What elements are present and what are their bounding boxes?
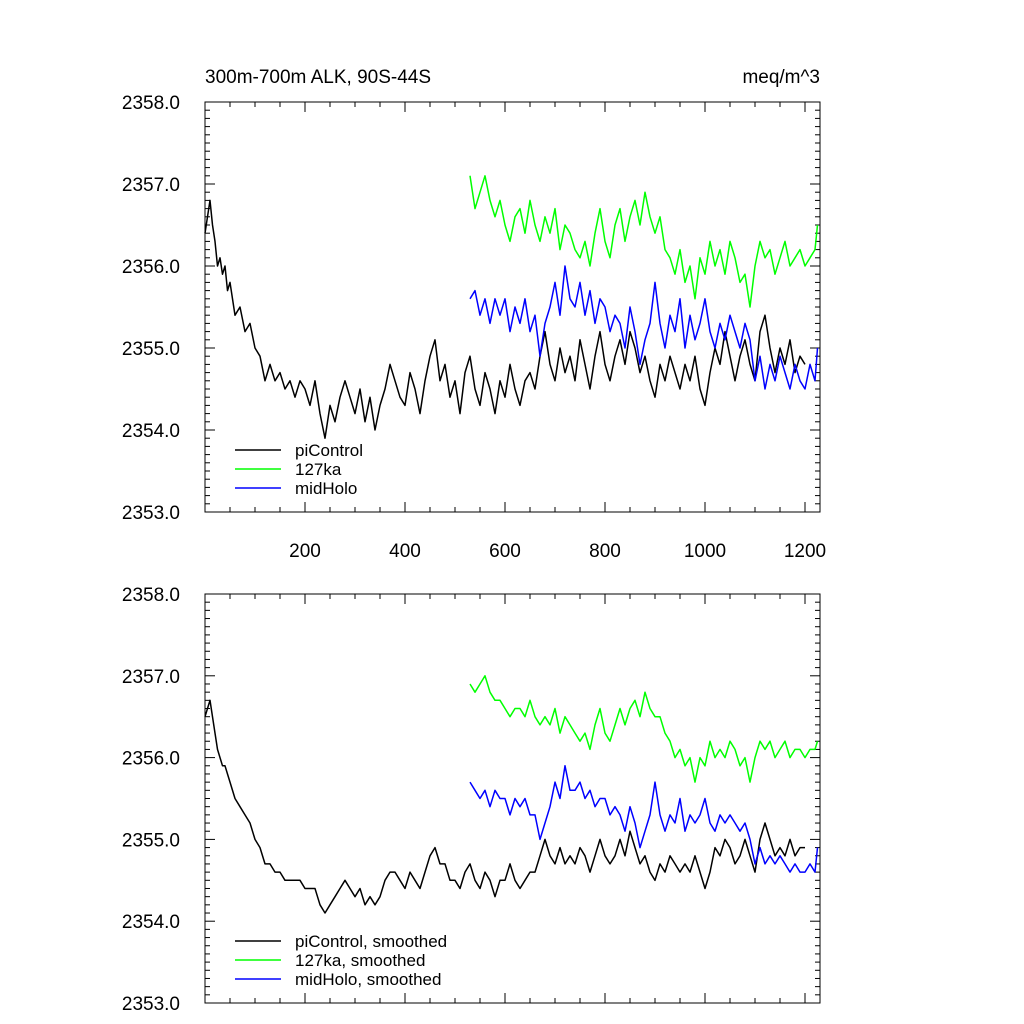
bottom-series-line-0 (204, 699, 805, 914)
top-ytick-label: 2357.0 (122, 175, 180, 196)
bottom-legend-label: piControl, smoothed (295, 932, 447, 951)
top-legend-label: midHolo (295, 479, 357, 498)
top-xtick-label: 600 (489, 541, 521, 562)
top-ytick-label: 2358.0 (122, 93, 180, 114)
bottom-ytick-label: 2356.0 (122, 749, 180, 770)
top-series-line-1 (469, 175, 819, 308)
top-ytick-label: 2353.0 (122, 503, 180, 524)
bottom-ytick-label: 2354.0 (122, 912, 180, 933)
bottom-panel: 2353.0 2354.0 2355.0 2356.0 2357.0 2358.0 piCo… (122, 585, 821, 1015)
top-xtick-label: 400 (389, 541, 421, 562)
top-series-line-2 (469, 265, 819, 390)
top-plot-area: 2353.0 2354.0 2355.0 2356.0 2357.0 2358.0 200 4… (122, 93, 826, 562)
top-ytick-label: 2355.0 (122, 339, 180, 360)
top-ytick-label: 2356.0 (122, 257, 180, 278)
bottom-legend-label: midHolo, smoothed (295, 970, 441, 989)
top-series-line-0 (204, 199, 806, 439)
top-ytick-label: 2354.0 (122, 421, 180, 442)
chart-title: 300m-700m ALK, 90S-44S (205, 67, 431, 88)
top-panel: 300m-700m ALK, 90S-44S meq/m^3 2353.0235… (122, 67, 826, 562)
bottom-series-line-2 (469, 765, 819, 873)
top-xtick-label: 800 (589, 541, 621, 562)
bottom-plot-area: 2353.0 2354.0 2355.0 2356.0 2357.0 2358.0 piCo… (122, 585, 821, 1015)
top-legend-label: 127ka (295, 460, 342, 479)
bottom-ytick-label: 2355.0 (122, 830, 180, 851)
bottom-series-line-1 (469, 675, 819, 783)
bottom-ytick-label: 2357.0 (122, 667, 180, 688)
chart-units: meq/m^3 (742, 67, 820, 88)
top-legend-label: piControl (295, 441, 363, 460)
bottom-ytick-label: 2358.0 (122, 585, 180, 606)
bottom-ytick-label: 2353.0 (122, 994, 180, 1015)
top-xtick-label: 1000 (684, 541, 726, 562)
top-xtick-label: 200 (289, 541, 321, 562)
top-xtick-label: 1200 (784, 541, 826, 562)
bottom-legend-label: 127ka, smoothed (295, 951, 425, 970)
